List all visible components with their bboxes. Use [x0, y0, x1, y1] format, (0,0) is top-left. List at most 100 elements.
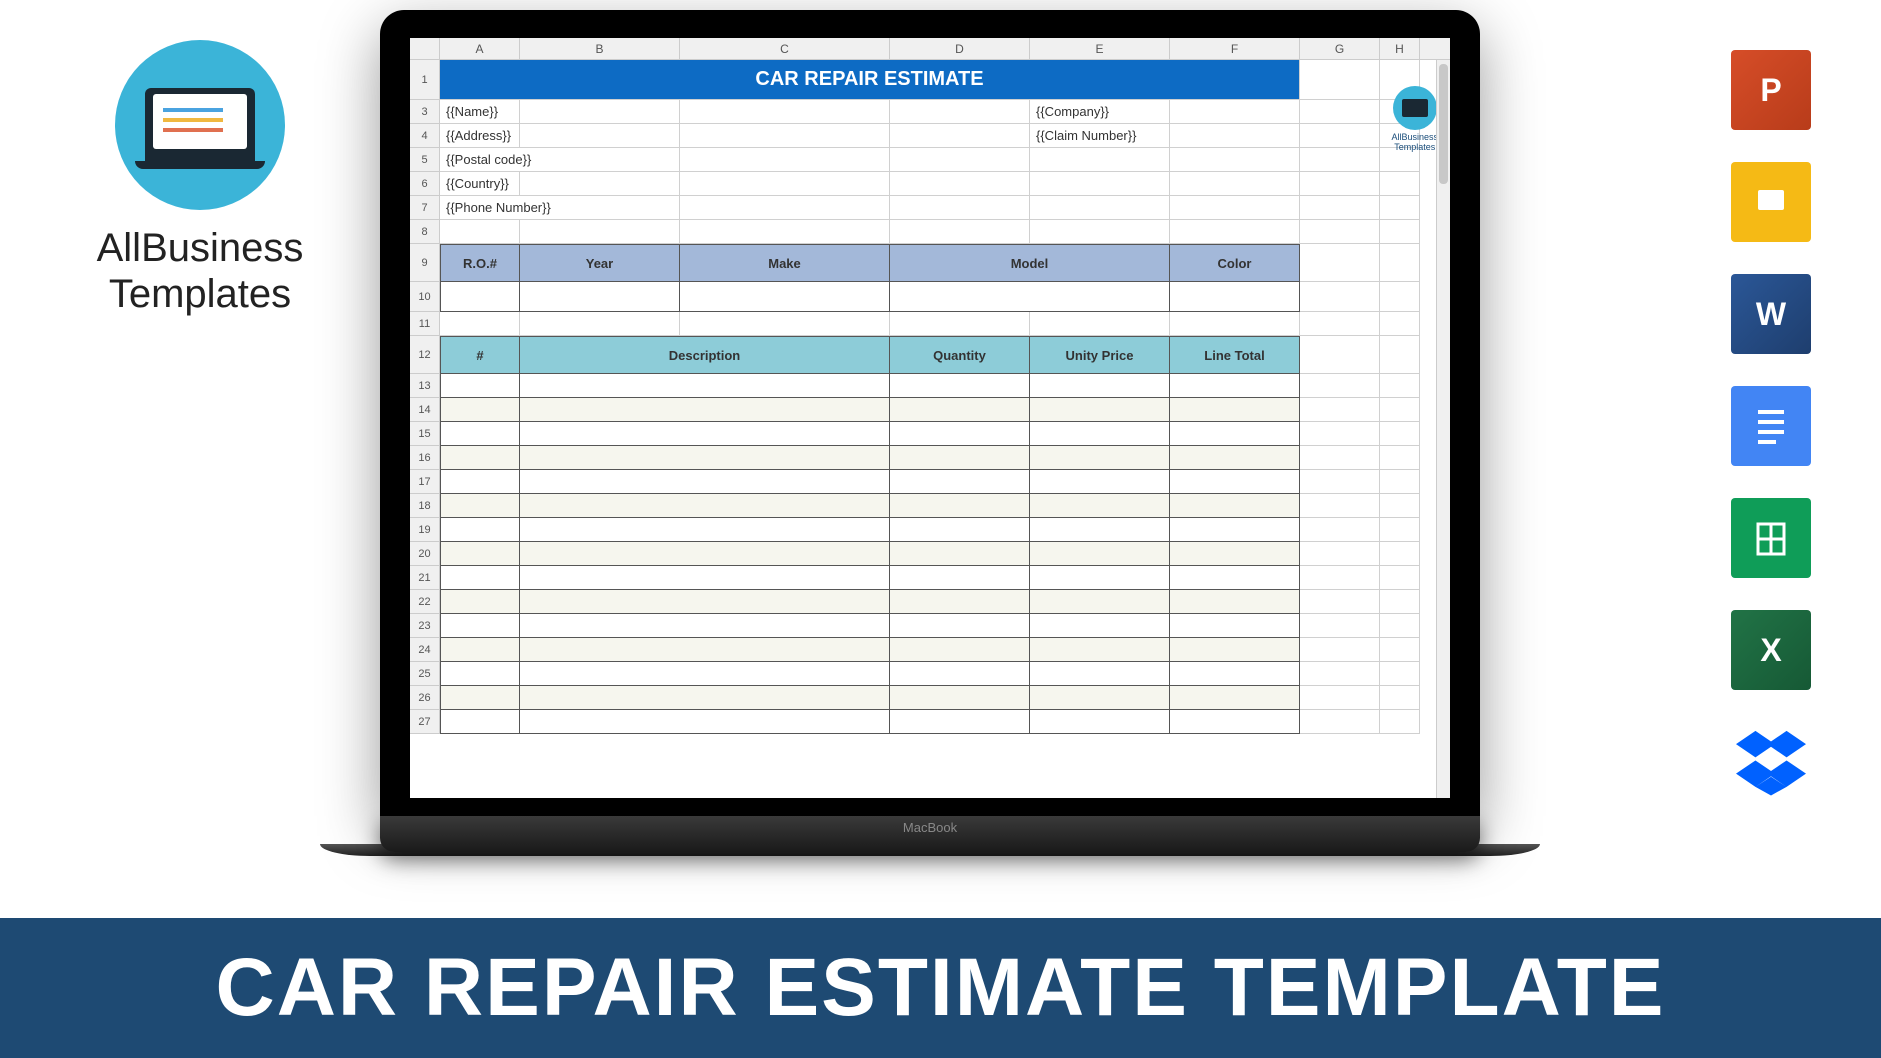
item-cell[interactable] — [1170, 686, 1300, 710]
col-H[interactable]: H — [1380, 38, 1420, 59]
item-cell[interactable] — [1170, 542, 1300, 566]
item-cell[interactable] — [440, 686, 520, 710]
scrollbar-thumb[interactable] — [1439, 64, 1448, 184]
excel-icon[interactable]: X — [1731, 610, 1811, 690]
item-cell[interactable] — [1170, 446, 1300, 470]
hdr-total[interactable]: Line Total — [1170, 336, 1300, 374]
item-cell[interactable] — [520, 662, 890, 686]
item-cell[interactable] — [1030, 614, 1170, 638]
row-num[interactable]: 21 — [410, 566, 440, 590]
col-A[interactable]: A — [440, 38, 520, 59]
item-cell[interactable] — [520, 374, 890, 398]
item-cell[interactable] — [890, 662, 1030, 686]
item-cell[interactable] — [890, 590, 1030, 614]
row-num[interactable]: 4 — [410, 124, 440, 148]
item-cell[interactable] — [440, 638, 520, 662]
cell-company[interactable]: {{Company}} — [1030, 100, 1170, 124]
row-num[interactable]: 18 — [410, 494, 440, 518]
row-num[interactable]: 13 — [410, 374, 440, 398]
item-cell[interactable] — [1170, 710, 1300, 734]
col-E[interactable]: E — [1030, 38, 1170, 59]
item-cell[interactable] — [440, 710, 520, 734]
row-num[interactable]: 9 — [410, 244, 440, 282]
item-cell[interactable] — [1030, 470, 1170, 494]
item-cell[interactable] — [440, 446, 520, 470]
row-num[interactable]: 22 — [410, 590, 440, 614]
col-C[interactable]: C — [680, 38, 890, 59]
row-num[interactable]: 7 — [410, 196, 440, 220]
google-slides-icon[interactable] — [1731, 162, 1811, 242]
item-cell[interactable] — [520, 710, 890, 734]
cell-name[interactable]: {{Name}} — [440, 100, 520, 124]
item-cell[interactable] — [890, 614, 1030, 638]
row-num[interactable]: 25 — [410, 662, 440, 686]
item-cell[interactable] — [1170, 518, 1300, 542]
item-cell[interactable] — [1030, 374, 1170, 398]
item-cell[interactable] — [1170, 566, 1300, 590]
item-cell[interactable] — [520, 398, 890, 422]
row-num[interactable]: 11 — [410, 312, 440, 336]
item-cell[interactable] — [1170, 494, 1300, 518]
item-cell[interactable] — [1030, 422, 1170, 446]
hdr-desc[interactable]: Description — [520, 336, 890, 374]
item-cell[interactable] — [520, 470, 890, 494]
cell-country[interactable]: {{Country}} — [440, 172, 520, 196]
item-cell[interactable] — [1030, 494, 1170, 518]
item-cell[interactable] — [520, 422, 890, 446]
google-sheets-icon[interactable] — [1731, 498, 1811, 578]
cell-postal[interactable]: {{Postal code}} — [440, 148, 680, 172]
col-F[interactable]: F — [1170, 38, 1300, 59]
item-cell[interactable] — [1030, 542, 1170, 566]
row-num[interactable]: 5 — [410, 148, 440, 172]
row-num[interactable]: 10 — [410, 282, 440, 312]
row-num[interactable]: 8 — [410, 220, 440, 244]
cell-claim[interactable]: {{Claim Number}} — [1030, 124, 1170, 148]
hdr-ro[interactable]: R.O.# — [440, 244, 520, 282]
row-num[interactable]: 26 — [410, 686, 440, 710]
cell-phone[interactable]: {{Phone Number}} — [440, 196, 680, 220]
row-num[interactable]: 6 — [410, 172, 440, 196]
item-cell[interactable] — [520, 494, 890, 518]
item-cell[interactable] — [1170, 398, 1300, 422]
row-num[interactable]: 20 — [410, 542, 440, 566]
row-num[interactable]: 17 — [410, 470, 440, 494]
item-cell[interactable] — [1030, 566, 1170, 590]
sheet-title[interactable]: CAR REPAIR ESTIMATE — [440, 60, 1300, 100]
item-cell[interactable] — [1170, 638, 1300, 662]
powerpoint-icon[interactable]: P — [1731, 50, 1811, 130]
item-cell[interactable] — [890, 566, 1030, 590]
cell-address[interactable]: {{Address}} — [440, 124, 520, 148]
item-cell[interactable] — [890, 710, 1030, 734]
item-cell[interactable] — [890, 398, 1030, 422]
item-cell[interactable] — [1170, 374, 1300, 398]
row-num[interactable]: 24 — [410, 638, 440, 662]
item-cell[interactable] — [1030, 590, 1170, 614]
item-cell[interactable] — [440, 662, 520, 686]
item-cell[interactable] — [440, 518, 520, 542]
item-cell[interactable] — [1170, 470, 1300, 494]
row-num[interactable]: 16 — [410, 446, 440, 470]
item-cell[interactable] — [890, 518, 1030, 542]
item-cell[interactable] — [1030, 398, 1170, 422]
item-cell[interactable] — [440, 422, 520, 446]
hdr-year[interactable]: Year — [520, 244, 680, 282]
hdr-color[interactable]: Color — [1170, 244, 1300, 282]
item-cell[interactable] — [1170, 590, 1300, 614]
item-cell[interactable] — [1030, 662, 1170, 686]
item-cell[interactable] — [890, 374, 1030, 398]
row-num[interactable]: 3 — [410, 100, 440, 124]
item-cell[interactable] — [890, 470, 1030, 494]
item-cell[interactable] — [890, 542, 1030, 566]
item-cell[interactable] — [520, 566, 890, 590]
item-cell[interactable] — [440, 590, 520, 614]
vertical-scrollbar[interactable] — [1436, 60, 1450, 798]
item-cell[interactable] — [1030, 518, 1170, 542]
word-icon[interactable]: W — [1731, 274, 1811, 354]
item-cell[interactable] — [1030, 638, 1170, 662]
item-cell[interactable] — [520, 614, 890, 638]
col-G[interactable]: G — [1300, 38, 1380, 59]
hdr-price[interactable]: Unity Price — [1030, 336, 1170, 374]
hdr-make[interactable]: Make — [680, 244, 890, 282]
hdr-qty[interactable]: Quantity — [890, 336, 1030, 374]
item-cell[interactable] — [1170, 662, 1300, 686]
